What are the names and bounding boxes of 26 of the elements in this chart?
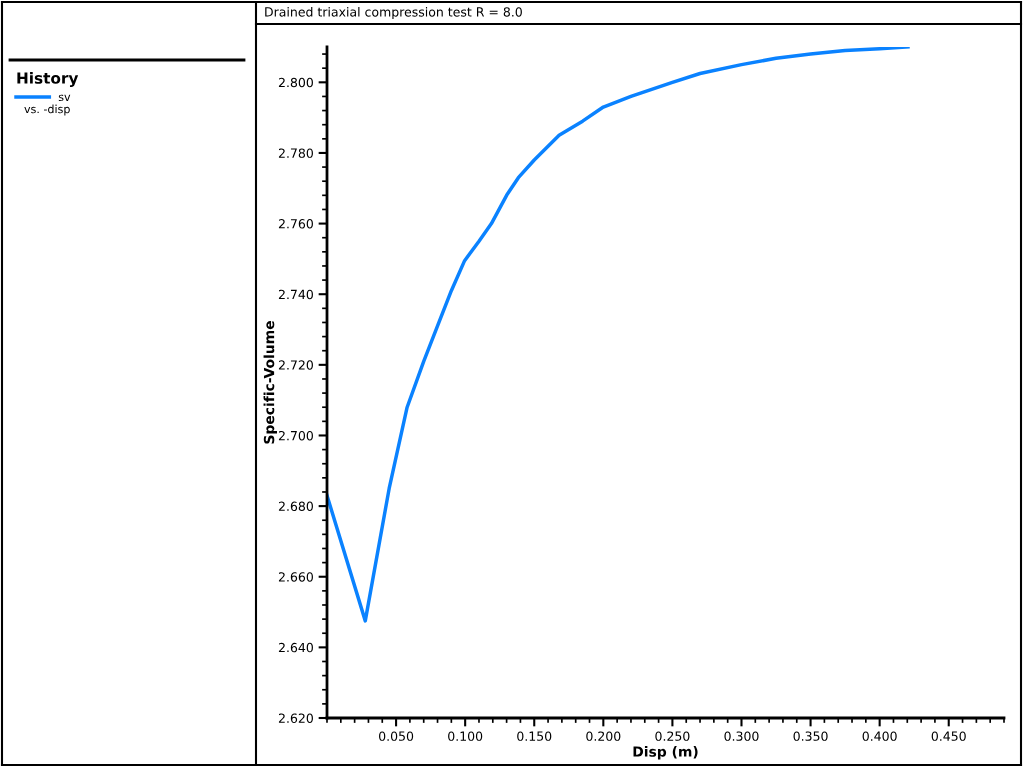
y-tick-label: 2.800: [278, 77, 313, 88]
y-tick-label: 2.700: [278, 430, 313, 441]
legend-title: History: [17, 72, 79, 87]
x-tick-label: 0.250: [655, 731, 690, 741]
legend-label: sv: [58, 94, 71, 102]
y-tick-label: 2.740: [278, 289, 313, 300]
x-tick-label: 0.300: [724, 731, 759, 741]
y-tick-label: 2.760: [278, 219, 313, 229]
x-tick-label: 0.350: [793, 731, 828, 741]
chart-title: Drained triaxial compression test R = 8.0: [265, 6, 522, 20]
x-tick-label: 0.100: [448, 731, 483, 741]
y-tick-label: 2.680: [278, 501, 313, 512]
y-tick-label: 2.660: [278, 572, 313, 582]
y-tick-label: 2.620: [278, 713, 313, 723]
line-series: [327, 47, 910, 623]
y-tick-label: 2.720: [278, 360, 313, 370]
y-tick-label: 2.780: [278, 148, 313, 158]
x-tick-label: 0.400: [862, 731, 897, 741]
x-tick-label: 0.200: [586, 731, 621, 741]
y-tick-label: 2.640: [278, 642, 313, 653]
x-tick-label: 0.150: [517, 731, 552, 741]
y-axis-title: Specific-Volume: [263, 321, 277, 444]
x-axis-title: Disp (m): [633, 746, 698, 760]
x-tick-label: 0.050: [379, 731, 414, 741]
x-tick-label: 0.450: [931, 731, 966, 741]
text: vs. -disp: [24, 104, 70, 116]
